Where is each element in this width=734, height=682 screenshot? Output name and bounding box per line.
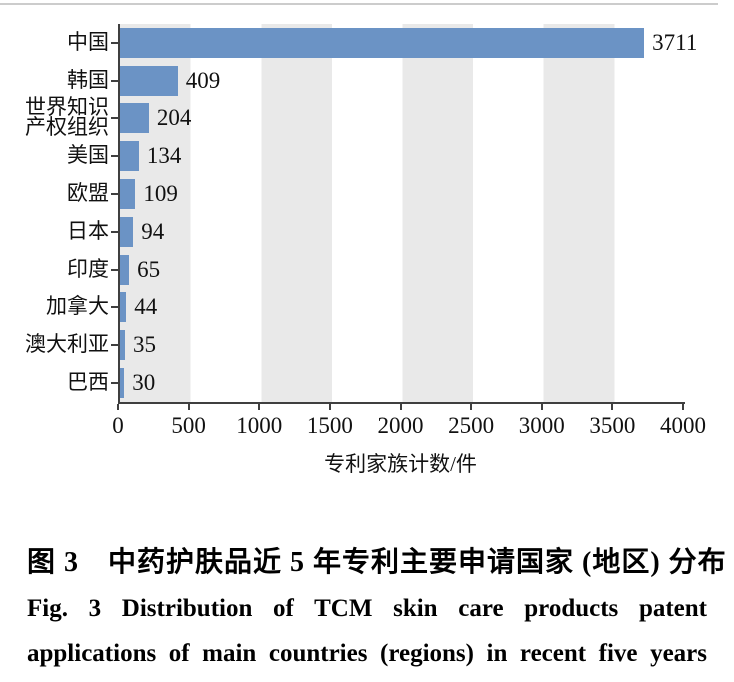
bar-value-label: 134 bbox=[146, 143, 182, 169]
chart-row: 澳大利亚 35 bbox=[25, 326, 685, 364]
bar-rows: 中国 3711 韩国 409 世界知识 产权组织 204 美国 134 欧盟 109 日本 94 印度 6… bbox=[25, 24, 697, 402]
bar-value-label: 65 bbox=[137, 256, 161, 282]
category-label: 欧盟 bbox=[67, 181, 109, 206]
x-axis-tick bbox=[470, 404, 473, 410]
bar bbox=[120, 254, 130, 285]
bar bbox=[120, 103, 149, 134]
bar-value-label: 44 bbox=[134, 294, 158, 320]
bar bbox=[120, 216, 134, 247]
bar-value-label: 409 bbox=[185, 67, 221, 93]
x-axis-tick-label: 3500 bbox=[589, 413, 636, 438]
category-tick bbox=[111, 344, 118, 347]
category-tick bbox=[111, 155, 118, 158]
category-tick bbox=[111, 117, 118, 120]
x-axis-tick-label: 1000 bbox=[236, 413, 283, 438]
bar-value-label: 3711 bbox=[652, 29, 698, 55]
bar bbox=[120, 141, 139, 172]
chart-row: 巴西 30 bbox=[67, 364, 685, 402]
category-tick bbox=[111, 79, 118, 82]
chart-row: 世界知识 产权组织 204 bbox=[25, 97, 685, 138]
bar-value-label: 30 bbox=[132, 370, 156, 396]
chart-row: 美国 134 bbox=[67, 137, 685, 175]
x-axis-tick bbox=[611, 404, 614, 410]
category-label: 美国 bbox=[67, 143, 109, 168]
bar bbox=[120, 368, 125, 399]
category-label: 中国 bbox=[67, 29, 109, 54]
x-axis-tick-label: 2500 bbox=[448, 413, 495, 438]
category-tick bbox=[111, 382, 118, 385]
x-axis-tick bbox=[328, 404, 331, 410]
category-label: 世界知识 产权组织 bbox=[25, 95, 109, 140]
bar bbox=[120, 292, 127, 323]
chart-row: 日本 94 bbox=[67, 213, 685, 251]
chart-row: 韩国 409 bbox=[67, 62, 685, 100]
x-axis-tick-label: 2000 bbox=[377, 413, 424, 438]
x-axis-tick-label: 3000 bbox=[518, 413, 565, 438]
x-axis-tick-label: 500 bbox=[171, 413, 206, 438]
chart-row: 欧盟 109 bbox=[67, 175, 685, 213]
category-tick bbox=[111, 230, 118, 233]
x-axis-tick-label: 0 bbox=[112, 413, 124, 438]
bar bbox=[120, 65, 178, 96]
x-axis-tick bbox=[540, 404, 543, 410]
bar-value-label: 35 bbox=[132, 332, 156, 358]
category-label: 加拿大 bbox=[46, 294, 109, 319]
bar-value-label: 204 bbox=[156, 105, 192, 131]
figure-caption: 图 3 中药护肤品近 5 年专利主要申请国家 (地区) 分布 Fig. 3 Di… bbox=[27, 540, 727, 668]
category-label: 印度 bbox=[67, 256, 109, 281]
bar-value-label: 94 bbox=[141, 218, 165, 244]
x-axis-tick bbox=[258, 404, 261, 410]
x-axis-tick bbox=[187, 404, 190, 410]
category-label: 巴西 bbox=[67, 370, 109, 395]
caption-chinese: 图 3 中药护肤品近 5 年专利主要申请国家 (地区) 分布 bbox=[27, 547, 727, 578]
x-axis-title: 专利家族计数/件 bbox=[324, 452, 477, 476]
x-axis-tick-label: 1500 bbox=[306, 413, 353, 438]
bar bbox=[120, 179, 136, 210]
x-axis-tick-label: 4000 bbox=[660, 413, 706, 438]
x-axis-tick bbox=[399, 404, 402, 410]
x-axis-tick bbox=[117, 404, 119, 410]
category-label: 韩国 bbox=[67, 67, 109, 92]
x-axis: 0 500 1000 1500 2000 2500 3000 3500 4000 bbox=[112, 404, 706, 446]
bar bbox=[120, 27, 645, 58]
page-top-rule bbox=[0, 3, 718, 5]
caption-english-line1: Fig. 3 Distribution of TCM skin care pro… bbox=[27, 595, 707, 622]
bar bbox=[120, 330, 125, 361]
category-label: 澳大利亚 bbox=[25, 332, 109, 357]
chart-row: 加拿大 44 bbox=[46, 289, 685, 327]
category-tick bbox=[111, 306, 118, 309]
plot-area: 中国 3711 韩国 409 世界知识 产权组织 204 美国 134 欧盟 109 日本 94 印度 6… bbox=[25, 24, 697, 404]
category-label: 日本 bbox=[67, 218, 109, 243]
category-tick bbox=[111, 268, 118, 271]
chart-row: 印度 65 bbox=[67, 251, 685, 289]
category-tick bbox=[111, 193, 118, 196]
chart-row: 中国 3711 bbox=[67, 24, 697, 62]
x-axis-tick bbox=[682, 404, 684, 410]
caption-english-line2: applications of main countries (regions)… bbox=[27, 640, 707, 667]
bar-value-label: 109 bbox=[143, 181, 178, 207]
category-tick bbox=[111, 41, 118, 44]
